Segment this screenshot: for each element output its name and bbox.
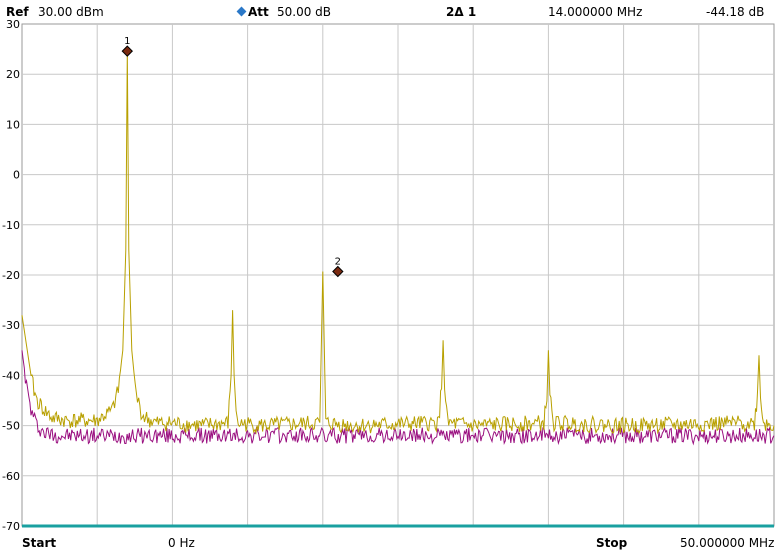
start-value[interactable]: 0 Hz (168, 536, 195, 550)
y-tick-label: -10 (2, 219, 20, 232)
header-bar: Ref 30.00 dBm Att 50.00 dB 2Δ 1 14.00000… (0, 0, 784, 24)
att-diamond-icon (236, 6, 247, 17)
y-tick-label: -70 (2, 520, 20, 533)
y-tick-label: -20 (2, 269, 20, 282)
y-tick-label: 20 (6, 68, 20, 81)
stop-label: Stop (596, 536, 628, 550)
marker-2-label: 2 (335, 256, 341, 267)
marker-2-diamond[interactable] (332, 265, 344, 278)
y-tick-label: 0 (13, 169, 20, 182)
marker-level: -44.18 dB (706, 5, 765, 19)
stop-value[interactable]: 50.000000 MHz (680, 536, 775, 550)
att-label-text: Att (248, 5, 269, 19)
att-value[interactable]: 50.00 dB (277, 5, 332, 19)
ref-label: Ref (6, 5, 29, 19)
traces (21, 51, 775, 446)
ref-value[interactable]: 30.00 dBm (38, 5, 104, 19)
att-label[interactable]: Att (236, 5, 269, 19)
markers[interactable]: 12 (121, 36, 344, 278)
footer-bar: Start 0 Hz Stop 50.000000 MHz (0, 532, 784, 552)
start-label: Start (22, 536, 57, 550)
marker-label: 2Δ 1 (446, 5, 477, 19)
y-tick-label: -50 (2, 420, 20, 433)
marker-frequency: 14.000000 MHz (548, 5, 643, 19)
trace-2-line (21, 350, 775, 446)
marker-1-diamond[interactable] (121, 45, 133, 57)
trace-1-line (21, 51, 775, 435)
y-axis-ticks: 30 20 10 0 -10 -20 -30 -40 -50 -60 -70 (2, 18, 20, 533)
y-tick-label: 30 (6, 18, 20, 31)
y-tick-label: -60 (2, 470, 20, 483)
y-tick-label: 10 (6, 118, 20, 131)
marker-1-label: 1 (124, 36, 130, 47)
plot-grid (21, 23, 775, 528)
y-tick-label: -40 (2, 369, 20, 382)
y-tick-label: -30 (2, 319, 20, 332)
